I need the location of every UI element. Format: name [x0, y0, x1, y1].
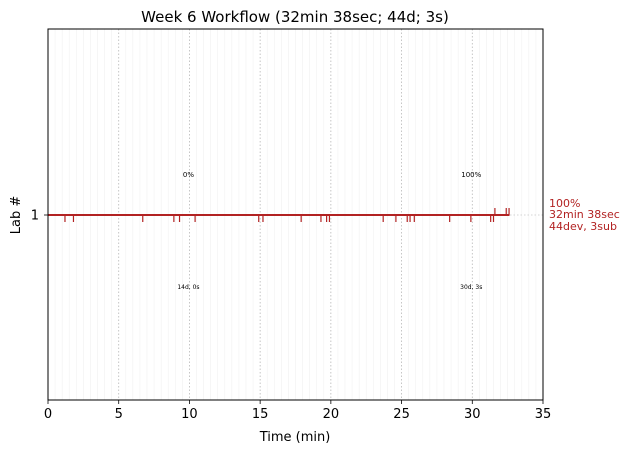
x-axis-label: Time (min)	[259, 430, 331, 445]
annotation-above: 0%	[183, 171, 194, 179]
x-tick-label: 35	[535, 407, 552, 422]
end-label-percent: 100%	[549, 197, 580, 210]
annotations: 0% 14d, 0s 100% 30d, 3s	[177, 171, 482, 291]
chart-title: Week 6 Workflow (32min 38sec; 44d; 3s)	[141, 8, 449, 26]
annotation-below: 30d, 3s	[460, 284, 482, 291]
end-label-duration: 32min 38sec	[549, 208, 620, 221]
x-tick-label: 10	[181, 407, 198, 422]
end-label-counts: 44dev, 3sub	[549, 220, 617, 233]
x-tick-label: 30	[464, 407, 481, 422]
x-axis-ticks: 0 5 10 15 20 25 30 35	[44, 400, 551, 422]
x-tick-label: 20	[323, 407, 340, 422]
x-tick-label: 15	[252, 407, 269, 422]
annotation-above: 100%	[461, 171, 481, 179]
y-tick-label: 1	[31, 209, 39, 224]
y-axis-ticks: 1	[31, 209, 48, 224]
annotation-below: 14d, 0s	[177, 284, 199, 291]
y-axis-label: Lab #	[9, 196, 24, 235]
x-tick-label: 0	[44, 407, 52, 422]
data-marks	[48, 208, 510, 222]
plot-frame	[47, 28, 544, 401]
x-tick-label: 5	[115, 407, 123, 422]
x-tick-label: 25	[393, 407, 410, 422]
